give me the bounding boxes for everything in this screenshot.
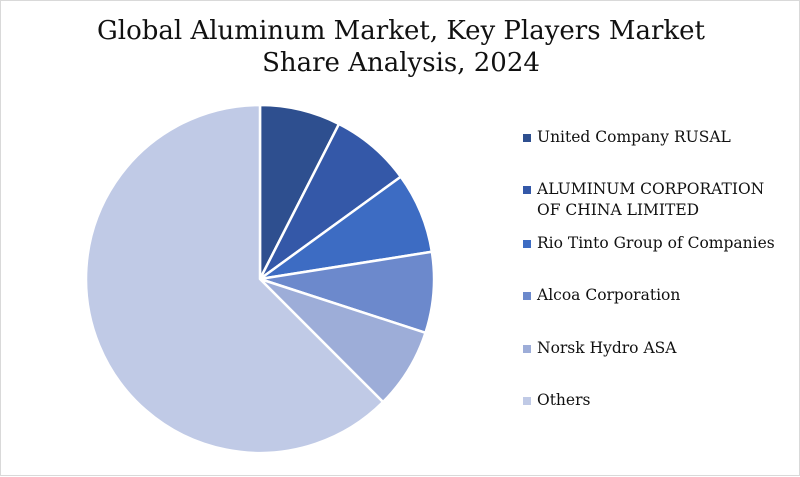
legend-label: Rio Tinto Group of Companies <box>537 234 775 252</box>
legend-item: Alcoa Corporation <box>523 285 680 306</box>
pie-slice-others <box>84 103 385 455</box>
legend-item: Rio Tinto Group of Companies <box>523 233 775 254</box>
legend-item: Others <box>523 390 590 411</box>
legend-label: Others <box>537 391 591 409</box>
legend-swatch <box>523 240 531 248</box>
legend-item: Norsk Hydro ASA <box>523 338 676 359</box>
legend-label: United Company RUSAL <box>537 128 731 146</box>
legend-swatch <box>523 134 531 142</box>
legend-swatch <box>523 186 531 194</box>
chart-title-line-1: Global Aluminum Market, Key Players Mark… <box>97 16 705 46</box>
legend-label: Alcoa Corporation <box>537 286 681 304</box>
legend-swatch <box>523 345 531 353</box>
legend-label: ALUMINUM CORPORATION OF CHINA LIMITED <box>537 180 765 219</box>
legend-swatch <box>523 292 531 300</box>
legend-swatch <box>523 397 531 405</box>
chart-title: Global Aluminum Market, Key Players Mark… <box>1 15 800 79</box>
legend-item: United Company RUSAL <box>523 127 731 148</box>
chart-title-line-2: Share Analysis, 2024 <box>262 48 540 78</box>
legend-label: Norsk Hydro ASA <box>537 339 677 357</box>
legend-item: ALUMINUM CORPORATION OF CHINA LIMITED <box>523 179 787 221</box>
